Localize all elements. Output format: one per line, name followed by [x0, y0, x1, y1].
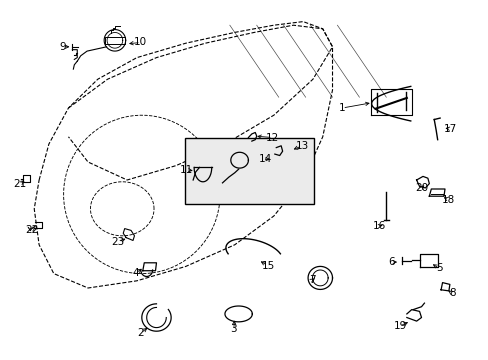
Text: 17: 17 — [443, 124, 457, 134]
Text: 22: 22 — [25, 225, 39, 235]
Text: 23: 23 — [111, 237, 125, 247]
Text: 2: 2 — [137, 328, 144, 338]
Text: 8: 8 — [448, 288, 455, 298]
Bar — [184, 138, 314, 204]
Text: 19: 19 — [392, 321, 406, 331]
Text: 6: 6 — [387, 257, 394, 267]
Text: 1: 1 — [338, 103, 345, 113]
Text: 14: 14 — [258, 154, 271, 164]
Text: 5: 5 — [435, 263, 442, 273]
Text: 9: 9 — [59, 42, 66, 52]
Text: 21: 21 — [13, 179, 26, 189]
Text: 4: 4 — [132, 268, 139, 278]
Text: 13: 13 — [295, 141, 308, 151]
Text: 20: 20 — [414, 183, 427, 193]
Text: 12: 12 — [265, 132, 279, 143]
Text: 18: 18 — [441, 195, 455, 205]
Text: 3: 3 — [230, 324, 237, 334]
Text: 10: 10 — [134, 37, 147, 48]
Text: 16: 16 — [371, 221, 385, 231]
Text: 7: 7 — [308, 275, 315, 285]
Text: 11: 11 — [180, 165, 193, 175]
Text: 15: 15 — [261, 261, 274, 271]
